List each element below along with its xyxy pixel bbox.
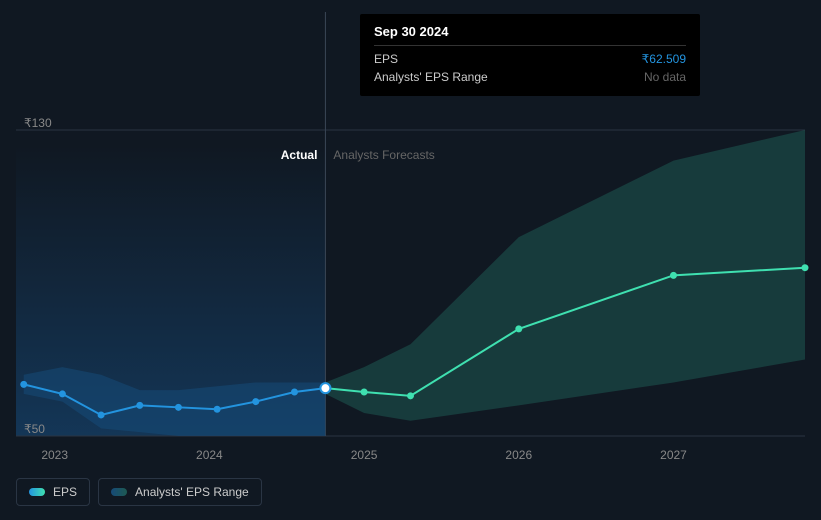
tooltip-row: Analysts' EPS Range No data [374, 68, 686, 86]
x-axis-label: 2023 [41, 448, 68, 462]
tooltip-label: Analysts' EPS Range [374, 70, 488, 84]
legend-item-eps-range[interactable]: Analysts' EPS Range [98, 478, 262, 506]
x-axis-label: 2026 [505, 448, 532, 462]
legend-item-eps[interactable]: EPS [16, 478, 90, 506]
section-label-forecast: Analysts Forecasts [333, 148, 434, 162]
legend-swatch [111, 488, 127, 496]
legend-swatch [29, 488, 45, 496]
y-axis-label: ₹130 [24, 116, 52, 130]
tooltip-row: EPS ₹62.509 [374, 50, 686, 68]
tooltip-value: No data [644, 70, 686, 84]
chart-tooltip: Sep 30 2024 EPS ₹62.509 Analysts' EPS Ra… [360, 14, 700, 96]
chart-legend: EPS Analysts' EPS Range [16, 478, 262, 506]
x-axis-label: 2027 [660, 448, 687, 462]
y-axis-label: ₹50 [24, 422, 45, 436]
eps-chart: Sep 30 2024 EPS ₹62.509 Analysts' EPS Ra… [0, 0, 821, 520]
x-axis-label: 2025 [351, 448, 378, 462]
tooltip-value: ₹62.509 [642, 52, 686, 66]
legend-label: EPS [53, 485, 77, 499]
tooltip-label: EPS [374, 52, 398, 66]
tooltip-title: Sep 30 2024 [374, 24, 686, 46]
legend-label: Analysts' EPS Range [135, 485, 249, 499]
x-axis-label: 2024 [196, 448, 223, 462]
section-label-actual: Actual [281, 148, 318, 162]
